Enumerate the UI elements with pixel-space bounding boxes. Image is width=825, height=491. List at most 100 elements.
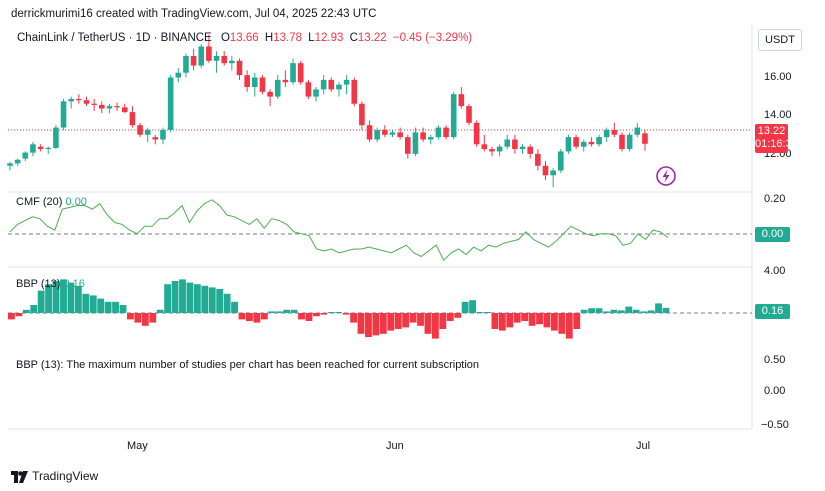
candle-body [121, 107, 128, 113]
candle-body [489, 149, 495, 152]
bbp-bar [335, 312, 343, 313]
bbp-bar [454, 313, 462, 318]
candle-body [106, 106, 113, 109]
symbol-title[interactable]: ChainLink / TetherUS · 1D · BINANCE [17, 32, 212, 44]
candle-body [14, 159, 21, 164]
bbp-bar [573, 313, 581, 329]
cmf-value: 0.00 [65, 196, 87, 208]
candle-body [7, 163, 13, 166]
bbp-bar [45, 284, 53, 313]
candle-body [313, 89, 319, 97]
candle-body [642, 133, 648, 144]
candle-body [114, 106, 120, 108]
creator-line: derrickmurimi16 created with TradingView… [11, 8, 377, 20]
bbp-bar [402, 313, 410, 328]
bbp-bar [208, 287, 216, 313]
time-axis-label: Jul [636, 440, 651, 452]
candle-body [76, 98, 82, 101]
bbp-bar [52, 281, 60, 313]
lightning-icon[interactable] [656, 166, 676, 186]
candle-body [206, 46, 212, 61]
candle-body [351, 79, 358, 104]
bbp-bar [446, 313, 454, 321]
candle-body [22, 152, 29, 159]
candle-body [91, 103, 97, 105]
bbp-bar [253, 313, 261, 323]
bbp-bar [119, 305, 127, 313]
bbp-bar [186, 282, 194, 313]
candle-body [274, 79, 281, 97]
candle-body [473, 122, 480, 145]
bbp-bar [231, 301, 238, 313]
low-value: 12.93 [314, 32, 344, 44]
bbp-value-tag: 0.16 [755, 304, 790, 319]
bbp-bar [74, 285, 82, 313]
candle-body [573, 137, 579, 147]
bbp-bar [104, 301, 112, 313]
bbp-bar [312, 313, 320, 317]
currency-button[interactable]: USDT [758, 29, 802, 51]
bbp-bar [409, 313, 417, 323]
bbp-bar [365, 313, 372, 337]
candle-body [611, 129, 618, 135]
candle-body [450, 94, 457, 138]
bbp-bar [216, 289, 224, 313]
high-value: 13.78 [273, 32, 302, 44]
candlestick-series [7, 34, 648, 188]
bbp-legend[interactable]: BBP (13) 0.16 [16, 278, 85, 290]
bbp-bar [283, 309, 291, 313]
bbp-bar [543, 313, 551, 328]
bbp-axis-label: 0.00 [764, 385, 786, 397]
tradingview-logo [11, 470, 28, 483]
brand-name: TradingView [32, 469, 99, 483]
candle-body [229, 60, 235, 64]
high-label: H [264, 32, 274, 44]
cmf-line [9, 199, 669, 262]
candle-body [144, 129, 151, 135]
tradingview-branding[interactable]: TradingView [11, 469, 98, 483]
candle-body [542, 165, 549, 176]
bbp-bar [30, 305, 38, 313]
bbp-bar [268, 311, 276, 313]
bbp-axis-label: 0.50 [764, 354, 786, 366]
bbp-bar [179, 279, 186, 313]
bbp-bar [8, 313, 15, 320]
bbp-bar [246, 313, 253, 321]
candle-body [236, 60, 243, 76]
candle-body [512, 139, 518, 150]
candle-body [259, 77, 266, 92]
bbp-bar [558, 313, 566, 334]
candle-body [336, 84, 342, 90]
bbp-bar [112, 301, 119, 313]
bbp-bar [431, 313, 439, 339]
candle-body [198, 46, 205, 66]
bbp-bar [424, 313, 432, 334]
bbp-bar [662, 307, 670, 313]
candle-body [443, 127, 449, 138]
bbp-bar [82, 293, 90, 313]
candle-body [382, 129, 388, 135]
bbp-bar [320, 313, 328, 315]
close-label: C [349, 32, 358, 44]
last-price-tag: 13.22 01:16:37 [755, 124, 798, 153]
bbp-bar [588, 308, 596, 313]
cmf-legend[interactable]: CMF (20) 0.00 [16, 196, 87, 208]
candle-body [466, 106, 472, 123]
candle-body [427, 137, 434, 140]
candle-body [420, 132, 426, 140]
ohlc-legend: ChainLink / TetherUS · 1D · BINANCE O13.… [17, 32, 472, 44]
bbp-bar [298, 313, 305, 320]
low-label: L [308, 32, 315, 44]
candle-body [366, 125, 373, 140]
bbp-bar [60, 279, 67, 313]
close-value: 13.22 [357, 32, 387, 44]
candle-body [550, 170, 556, 176]
candle-body [397, 132, 403, 138]
bbp-bar [22, 309, 30, 313]
bbp-bar [342, 313, 350, 315]
bbp-bar [127, 313, 134, 320]
candle-body [129, 112, 136, 126]
bbp-bar [484, 312, 491, 313]
bbp-bar [15, 313, 23, 317]
